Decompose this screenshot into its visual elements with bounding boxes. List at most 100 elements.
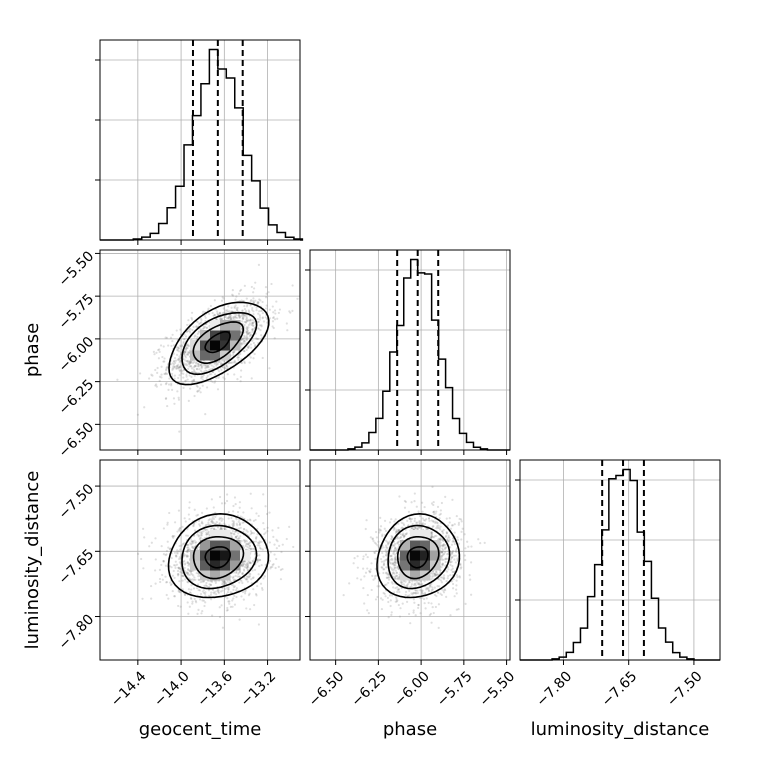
scatter-point bbox=[165, 372, 169, 376]
scatter-point bbox=[389, 604, 392, 608]
scatter-point bbox=[226, 493, 229, 496]
scatter-point bbox=[156, 371, 159, 374]
scatter-point bbox=[220, 604, 223, 607]
scatter-point bbox=[245, 330, 248, 333]
scatter-point bbox=[238, 506, 241, 509]
scatter-point bbox=[179, 344, 182, 347]
scatter-point bbox=[188, 548, 191, 551]
scatter-point bbox=[245, 563, 248, 566]
scatter-point bbox=[158, 350, 161, 353]
scatter-point bbox=[208, 583, 211, 586]
scatter-point bbox=[178, 359, 181, 362]
scatter-point bbox=[258, 565, 261, 568]
scatter-point bbox=[244, 539, 247, 542]
scatter-point bbox=[241, 315, 245, 318]
scatter-point bbox=[208, 533, 211, 536]
x-tick-label-0: −14.4 bbox=[108, 668, 150, 710]
scatter-point bbox=[243, 308, 247, 311]
scatter-point bbox=[178, 370, 182, 373]
scatter-point bbox=[247, 542, 250, 545]
scatter-point bbox=[374, 530, 378, 534]
scatter-point bbox=[261, 356, 264, 360]
scatter-point bbox=[173, 595, 177, 598]
scatter-point bbox=[271, 320, 275, 323]
scatter-point bbox=[276, 540, 279, 543]
scatter-point bbox=[171, 574, 175, 577]
scatter-point bbox=[265, 292, 268, 295]
scatter-point bbox=[220, 517, 223, 520]
scatter-point bbox=[173, 576, 176, 580]
scatter-point bbox=[383, 527, 386, 530]
scatter-point bbox=[453, 531, 456, 534]
scatter-point bbox=[177, 346, 180, 350]
scatter-point bbox=[221, 317, 224, 320]
scatter-point bbox=[178, 361, 181, 364]
scatter-point bbox=[250, 333, 253, 336]
scatter-point bbox=[241, 572, 244, 575]
scatter-point bbox=[174, 359, 178, 362]
scatter-point bbox=[180, 372, 183, 375]
scatter-point bbox=[192, 524, 195, 528]
scatter-point bbox=[234, 298, 237, 301]
scatter-point bbox=[202, 310, 205, 313]
scatter-point bbox=[225, 581, 228, 585]
scatter-point bbox=[218, 517, 221, 520]
scatter-point bbox=[232, 522, 235, 525]
scatter-point bbox=[422, 597, 426, 601]
scatter-point bbox=[247, 333, 250, 336]
scatter-point bbox=[245, 338, 248, 341]
scatter-point bbox=[188, 365, 191, 368]
scatter-point bbox=[172, 344, 176, 347]
scatter-point bbox=[256, 326, 259, 330]
scatter-point bbox=[232, 524, 236, 527]
scatter-point bbox=[239, 352, 242, 356]
scatter-point bbox=[271, 305, 274, 308]
scatter-point bbox=[215, 364, 218, 367]
scatter-point bbox=[243, 560, 246, 563]
scatter-point bbox=[265, 317, 269, 321]
scatter-point bbox=[178, 366, 181, 369]
scatter-point bbox=[174, 566, 177, 569]
scatter-point bbox=[234, 304, 237, 307]
scatter-point bbox=[177, 376, 180, 380]
scatter-point bbox=[277, 526, 280, 529]
scatter-point bbox=[241, 581, 244, 585]
scatter-point bbox=[172, 536, 175, 539]
scatter-point bbox=[212, 591, 215, 594]
scatter-point bbox=[209, 583, 213, 587]
scatter-point bbox=[187, 543, 190, 547]
scatter-point bbox=[258, 559, 262, 562]
scatter-point bbox=[255, 512, 258, 515]
scatter-point bbox=[215, 580, 218, 583]
scatter-point bbox=[255, 309, 258, 312]
scatter-point bbox=[252, 519, 255, 522]
scatter-point bbox=[252, 301, 255, 304]
scatter-point bbox=[269, 565, 272, 569]
y-tick-label-1: −6.00 bbox=[56, 334, 98, 376]
scatter-point bbox=[219, 317, 222, 320]
scatter-point bbox=[160, 545, 163, 548]
scatter-point bbox=[185, 359, 189, 363]
scatter-point bbox=[364, 553, 368, 556]
scatter-point bbox=[254, 540, 258, 543]
scatter-point bbox=[246, 543, 250, 546]
scatter-point bbox=[251, 576, 254, 580]
scatter-point bbox=[251, 308, 254, 311]
scatter-point bbox=[255, 337, 258, 340]
scatter-point bbox=[181, 345, 184, 348]
scatter-point bbox=[219, 361, 222, 364]
scatter-point bbox=[244, 589, 247, 592]
scatter-point bbox=[183, 517, 186, 520]
scatter-point bbox=[262, 522, 265, 525]
scatter-point bbox=[212, 314, 215, 317]
scatter-point bbox=[212, 588, 215, 591]
hist-frame bbox=[309, 249, 511, 451]
scatter-point bbox=[178, 544, 181, 548]
scatter-point bbox=[187, 588, 190, 591]
scatter-point bbox=[247, 346, 250, 349]
scatter-point bbox=[197, 331, 200, 334]
scatter-point bbox=[252, 341, 255, 345]
scatter-point bbox=[226, 597, 229, 600]
scatter-point bbox=[274, 566, 277, 570]
scatter-point bbox=[223, 315, 226, 319]
